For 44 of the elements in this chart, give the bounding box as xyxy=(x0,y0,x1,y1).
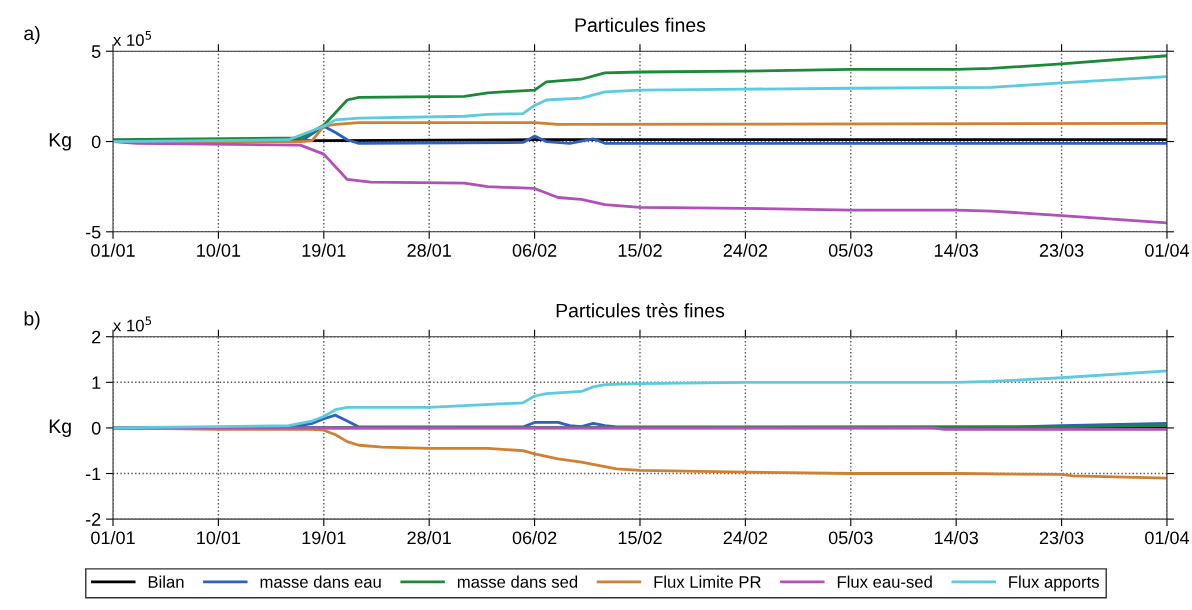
y-tick-label: -5 xyxy=(85,225,101,239)
legend-label: Flux Limite PR xyxy=(654,575,761,588)
x-tick-label: 01/01 xyxy=(91,530,135,545)
x-tick-label: 01/04 xyxy=(1145,243,1190,257)
text: a) xyxy=(24,25,40,45)
x-tick-label: 10/01 xyxy=(197,530,241,545)
x-tick-label: 28/01 xyxy=(407,243,451,257)
y-tick-label: 0 xyxy=(91,135,101,149)
x-tick-label: 15/02 xyxy=(618,530,662,545)
x-tick-label: 28/01 xyxy=(407,530,451,545)
legend-label: masse dans eau xyxy=(260,575,381,588)
x-tick-label: 14/03 xyxy=(934,530,978,545)
y-tick-label: 5 xyxy=(91,45,101,58)
legend-label: Flux apports xyxy=(1009,575,1099,592)
x-tick-label: 05/03 xyxy=(828,243,873,257)
x-tick-label: 19/01 xyxy=(302,530,346,545)
x-tick-label: 24/02 xyxy=(723,530,768,545)
chart-title: Particules très fines xyxy=(556,302,725,318)
text: b) xyxy=(24,311,40,330)
x-tick-label: 23/03 xyxy=(1039,243,1084,257)
y-tick-label: 2 xyxy=(92,330,101,344)
x-tick-label: 01/01 xyxy=(91,243,135,257)
text: x 10$^{5}$ xyxy=(113,316,152,332)
x-tick-label: 10/01 xyxy=(197,243,241,257)
legend-label: Bilan xyxy=(148,575,184,588)
legend-label: Flux eau-sed xyxy=(837,575,932,588)
x-tick-label: 01/04 xyxy=(1145,530,1190,545)
x-tick-label: 15/02 xyxy=(618,243,662,257)
x-tick-label: 05/03 xyxy=(828,530,873,545)
text: x 10$^{5}$ xyxy=(113,30,152,47)
x-tick-label: 06/02 xyxy=(512,530,557,545)
y-tick-label: 0 xyxy=(91,421,101,435)
y-tick-label: -1 xyxy=(85,467,101,481)
y-tick-label: -2 xyxy=(85,513,101,526)
y-tick-label: 1 xyxy=(92,376,101,389)
x-tick-label: 06/02 xyxy=(512,243,557,257)
x-tick-label: 24/02 xyxy=(723,243,768,257)
x-tick-label: 23/03 xyxy=(1039,530,1084,545)
legend-label: masse dans sed xyxy=(457,575,578,588)
y-axis-title: Kg xyxy=(49,419,71,437)
x-tick-label: 14/03 xyxy=(934,243,978,257)
y-axis-title: Kg xyxy=(49,133,71,151)
x-tick-label: 19/01 xyxy=(302,243,346,257)
chart-title: Particules fines xyxy=(575,17,706,32)
